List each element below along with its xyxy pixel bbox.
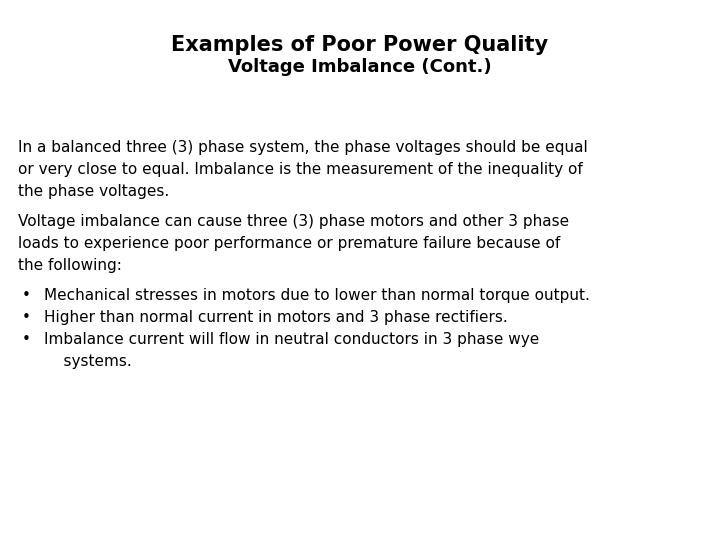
Text: the phase voltages.: the phase voltages. — [18, 184, 169, 199]
Text: Voltage imbalance can cause three (3) phase motors and other 3 phase: Voltage imbalance can cause three (3) ph… — [18, 214, 569, 229]
Text: the following:: the following: — [18, 258, 122, 273]
Text: Higher than normal current in motors and 3 phase rectifiers.: Higher than normal current in motors and… — [44, 310, 508, 325]
Text: Imbalance current will flow in neutral conductors in 3 phase wye: Imbalance current will flow in neutral c… — [44, 332, 539, 347]
Text: loads to experience poor performance or premature failure because of: loads to experience poor performance or … — [18, 236, 560, 251]
Text: Examples of Poor Power Quality: Examples of Poor Power Quality — [171, 35, 549, 55]
Text: Mechanical stresses in motors due to lower than normal torque output.: Mechanical stresses in motors due to low… — [44, 288, 590, 303]
Text: •: • — [22, 310, 31, 325]
Text: •: • — [22, 288, 31, 303]
Text: systems.: systems. — [44, 354, 132, 369]
Text: Voltage Imbalance (Cont.): Voltage Imbalance (Cont.) — [228, 58, 492, 76]
Text: or very close to equal. Imbalance is the measurement of the inequality of: or very close to equal. Imbalance is the… — [18, 162, 582, 177]
Text: •: • — [22, 332, 31, 347]
Text: In a balanced three (3) phase system, the phase voltages should be equal: In a balanced three (3) phase system, th… — [18, 140, 588, 155]
